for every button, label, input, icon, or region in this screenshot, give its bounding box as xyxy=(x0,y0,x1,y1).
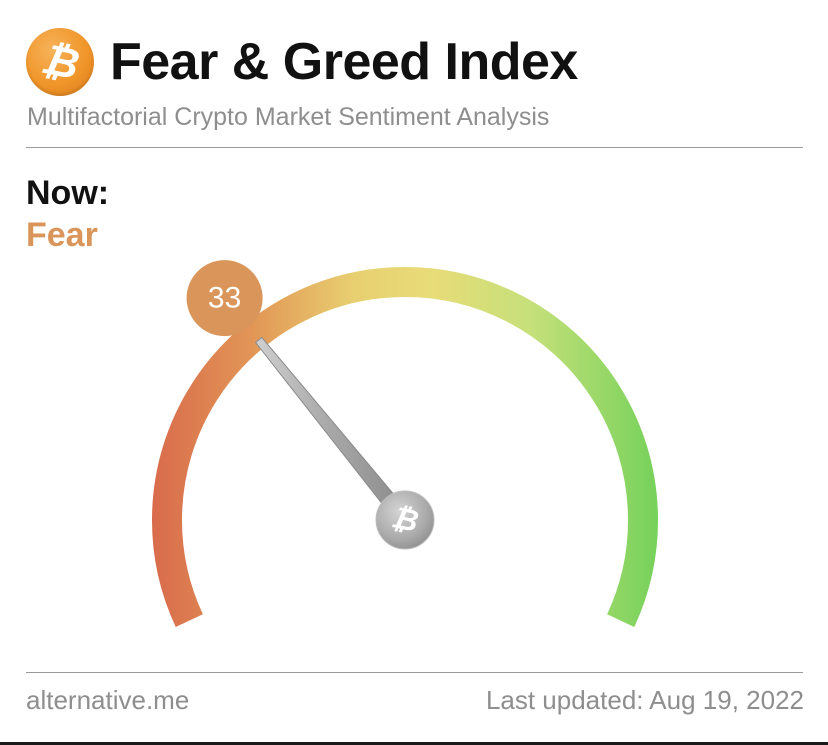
now-label: Now: xyxy=(26,174,110,212)
value-badge xyxy=(186,260,263,337)
page-subtitle: Multifactorial Crypto Market Sentiment A… xyxy=(27,103,550,131)
last-updated: Last updated: Aug 19, 2022 xyxy=(485,685,804,715)
bitcoin-icon: ₿ xyxy=(26,28,94,96)
header: ₿ Fear & Greed Index xyxy=(26,26,578,98)
sentiment-status: Fear xyxy=(26,216,98,254)
top-divider xyxy=(26,147,803,148)
bottom-divider xyxy=(26,672,803,673)
gauge-arc xyxy=(152,267,658,627)
source-link[interactable]: alternative.me xyxy=(26,685,190,715)
index-value: 33 xyxy=(208,282,241,315)
bottom-border xyxy=(0,742,828,745)
page-title: Fear & Greed Index xyxy=(110,33,578,91)
bitcoin-icon xyxy=(375,490,435,550)
